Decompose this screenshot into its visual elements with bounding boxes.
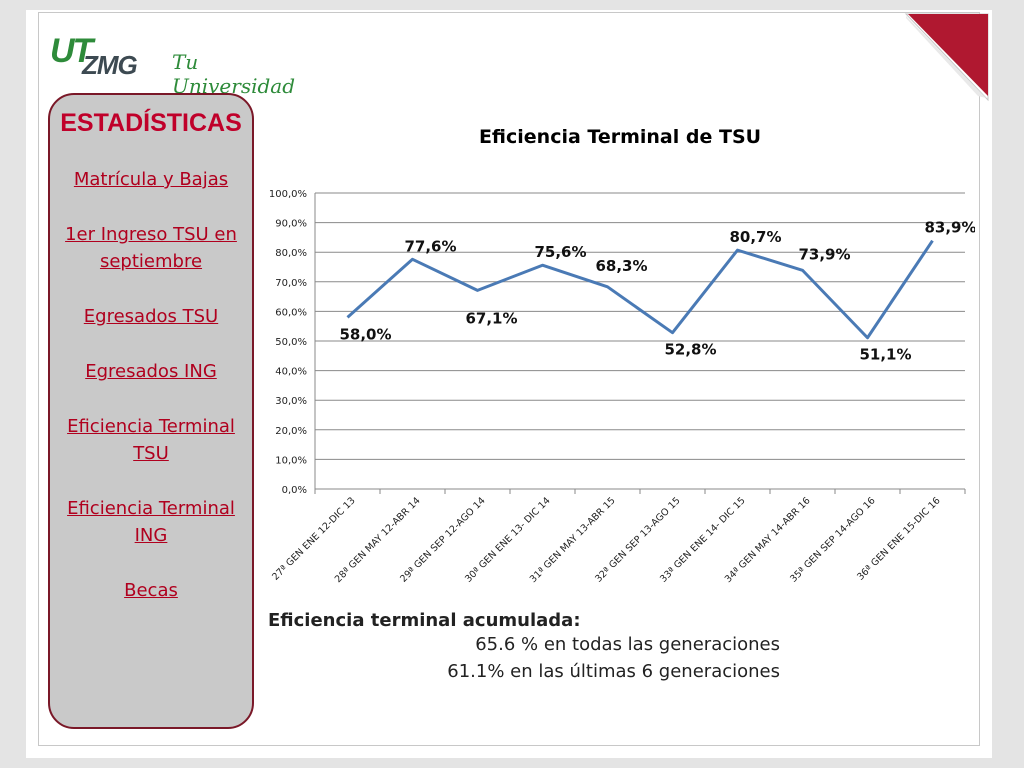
link-eficiencia-terminal-ing[interactable]: Eficiencia Terminal ING xyxy=(67,498,235,546)
sidebar-title: ESTADÍSTICAS xyxy=(60,109,242,137)
summary-heading: Eficiencia terminal acumulada: xyxy=(268,610,581,631)
series-line xyxy=(346,239,934,340)
sidebar-nav: Matrícula y Bajas 1er Ingreso TSU en sep… xyxy=(50,166,252,604)
y-tick-label: 100,0% xyxy=(269,189,307,200)
summary-block: Eficiencia terminal acumulada: 65.6 % en… xyxy=(268,610,788,685)
data-label: 67,1% xyxy=(465,309,517,327)
data-label: 77,6% xyxy=(404,237,456,255)
link-egresados-tsu[interactable]: Egresados TSU xyxy=(83,306,219,327)
data-label: 83,9% xyxy=(924,219,975,237)
line-chart: 0,0% 10,0% 20,0% 30,0% 40,0% 50,0% 60,0% 70,0% 8… xyxy=(269,189,975,585)
data-label: 58,0% xyxy=(339,325,391,343)
chart-title: Eficiencia Terminal de TSU xyxy=(478,126,762,148)
y-tick-label: 40,0% xyxy=(275,367,307,378)
data-label: 75,6% xyxy=(534,243,586,261)
chart-panel: Eficiencia Terminal de TSU 0,0% 10,0% 20,0… xyxy=(265,120,975,595)
summary-line-last6: 61.1% en las últimas 6 generaciones xyxy=(447,661,780,682)
stats-sidebar: ESTADÍSTICAS Matrícula y Bajas 1er Ingre… xyxy=(48,93,254,729)
data-label: 73,9% xyxy=(798,245,850,263)
logo-ut-text: UT xyxy=(50,32,93,70)
y-tick-label: 70,0% xyxy=(275,278,307,289)
university-logo: UT ZMG Tu Universidad ! xyxy=(48,30,295,122)
y-tick-label: 30,0% xyxy=(275,396,307,407)
y-tick-label: 0,0% xyxy=(282,485,307,496)
link-eficiencia-terminal-tsu[interactable]: Eficiencia Terminal TSU xyxy=(67,416,235,464)
y-tick-label: 90,0% xyxy=(275,219,307,230)
data-label: 51,1% xyxy=(859,346,911,364)
y-tick-label: 10,0% xyxy=(275,455,307,466)
logo-zmg-text: ZMG xyxy=(82,50,138,80)
data-label: 68,3% xyxy=(595,257,647,275)
y-tick-label: 60,0% xyxy=(275,307,307,318)
data-label: 52,8% xyxy=(664,341,716,359)
link-egresados-ing[interactable]: Egresados ING xyxy=(85,361,217,382)
link-matricula-bajas[interactable]: Matrícula y Bajas xyxy=(73,169,229,190)
link-becas[interactable]: Becas xyxy=(124,580,178,601)
data-label: 80,7% xyxy=(729,228,781,246)
y-tick-label: 80,0% xyxy=(275,248,307,259)
y-tick-label: 20,0% xyxy=(275,426,307,437)
summary-line-all: 65.6 % en todas las generaciones xyxy=(475,634,780,655)
link-primer-ingreso-tsu[interactable]: 1er Ingreso TSU en septiembre xyxy=(65,224,237,272)
y-tick-label: 50,0% xyxy=(275,337,307,348)
